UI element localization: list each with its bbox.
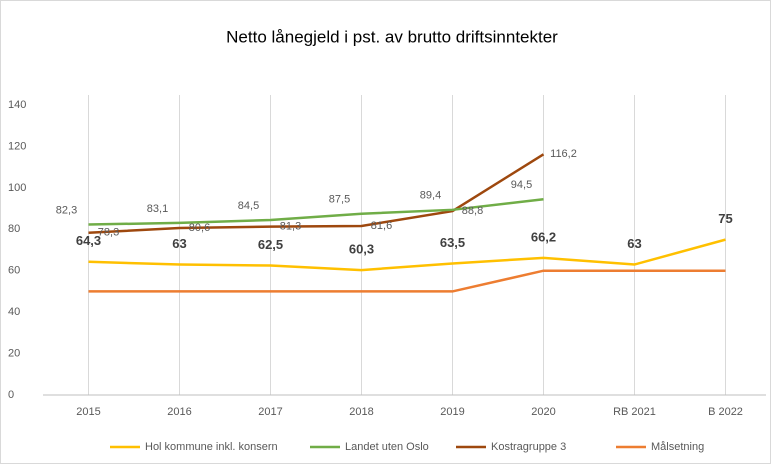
legend-label: Landet uten Oslo: [345, 441, 429, 453]
x-tick-label: 2019: [440, 406, 464, 418]
y-tick-label: 80: [8, 223, 20, 235]
x-tick-label: RB 2021: [613, 406, 656, 418]
x-tick-label: B 2022: [708, 406, 743, 418]
series-line: [88, 153, 545, 235]
chart-title: Netto lånegjeld i pst. av brutto driftsi…: [226, 27, 558, 46]
data-label: 83,1: [147, 203, 168, 215]
series-line: [88, 198, 544, 226]
series-line: [88, 269, 726, 293]
y-tick-label: 120: [8, 140, 26, 152]
data-label: 63: [172, 236, 186, 251]
data-label: 82,3: [56, 204, 77, 216]
data-label: 81,3: [280, 220, 301, 232]
data-label: 62,5: [258, 237, 283, 252]
data-label: 87,5: [329, 194, 350, 206]
data-label: 78,3: [98, 227, 119, 239]
data-label: 88,8: [462, 205, 483, 217]
series-line: [88, 238, 726, 272]
data-label: 80,6: [189, 222, 210, 234]
x-tick-label: 2018: [349, 406, 373, 418]
data-label: 89,4: [420, 190, 441, 202]
data-label: 84,5: [238, 200, 259, 212]
data-label: 63,5: [440, 235, 465, 250]
y-tick-label: 40: [8, 306, 20, 318]
x-tick-label: 2015: [76, 406, 100, 418]
data-label: 94,5: [511, 179, 532, 191]
data-label: 60,3: [349, 242, 374, 257]
legend-label: Kostragruppe 3: [491, 441, 566, 453]
data-label: 66,2: [531, 229, 556, 244]
data-label: 63: [627, 236, 641, 251]
data-label: 81,6: [371, 220, 392, 232]
x-tick-label: 2016: [167, 406, 191, 418]
y-tick-label: 60: [8, 265, 20, 277]
legend-label: Hol kommune inkl. konsern: [145, 441, 278, 453]
x-tick-label: 2020: [531, 406, 555, 418]
data-label: 75: [718, 211, 732, 226]
y-tick-label: 100: [8, 182, 26, 194]
x-tick-label: 2017: [258, 406, 282, 418]
data-label: 64,3: [76, 233, 101, 248]
y-tick-label: 0: [8, 389, 14, 401]
legend-label: Målsetning: [651, 441, 704, 453]
y-tick-label: 140: [8, 99, 26, 111]
data-label: 116,2: [550, 148, 577, 160]
y-tick-label: 20: [8, 347, 20, 359]
